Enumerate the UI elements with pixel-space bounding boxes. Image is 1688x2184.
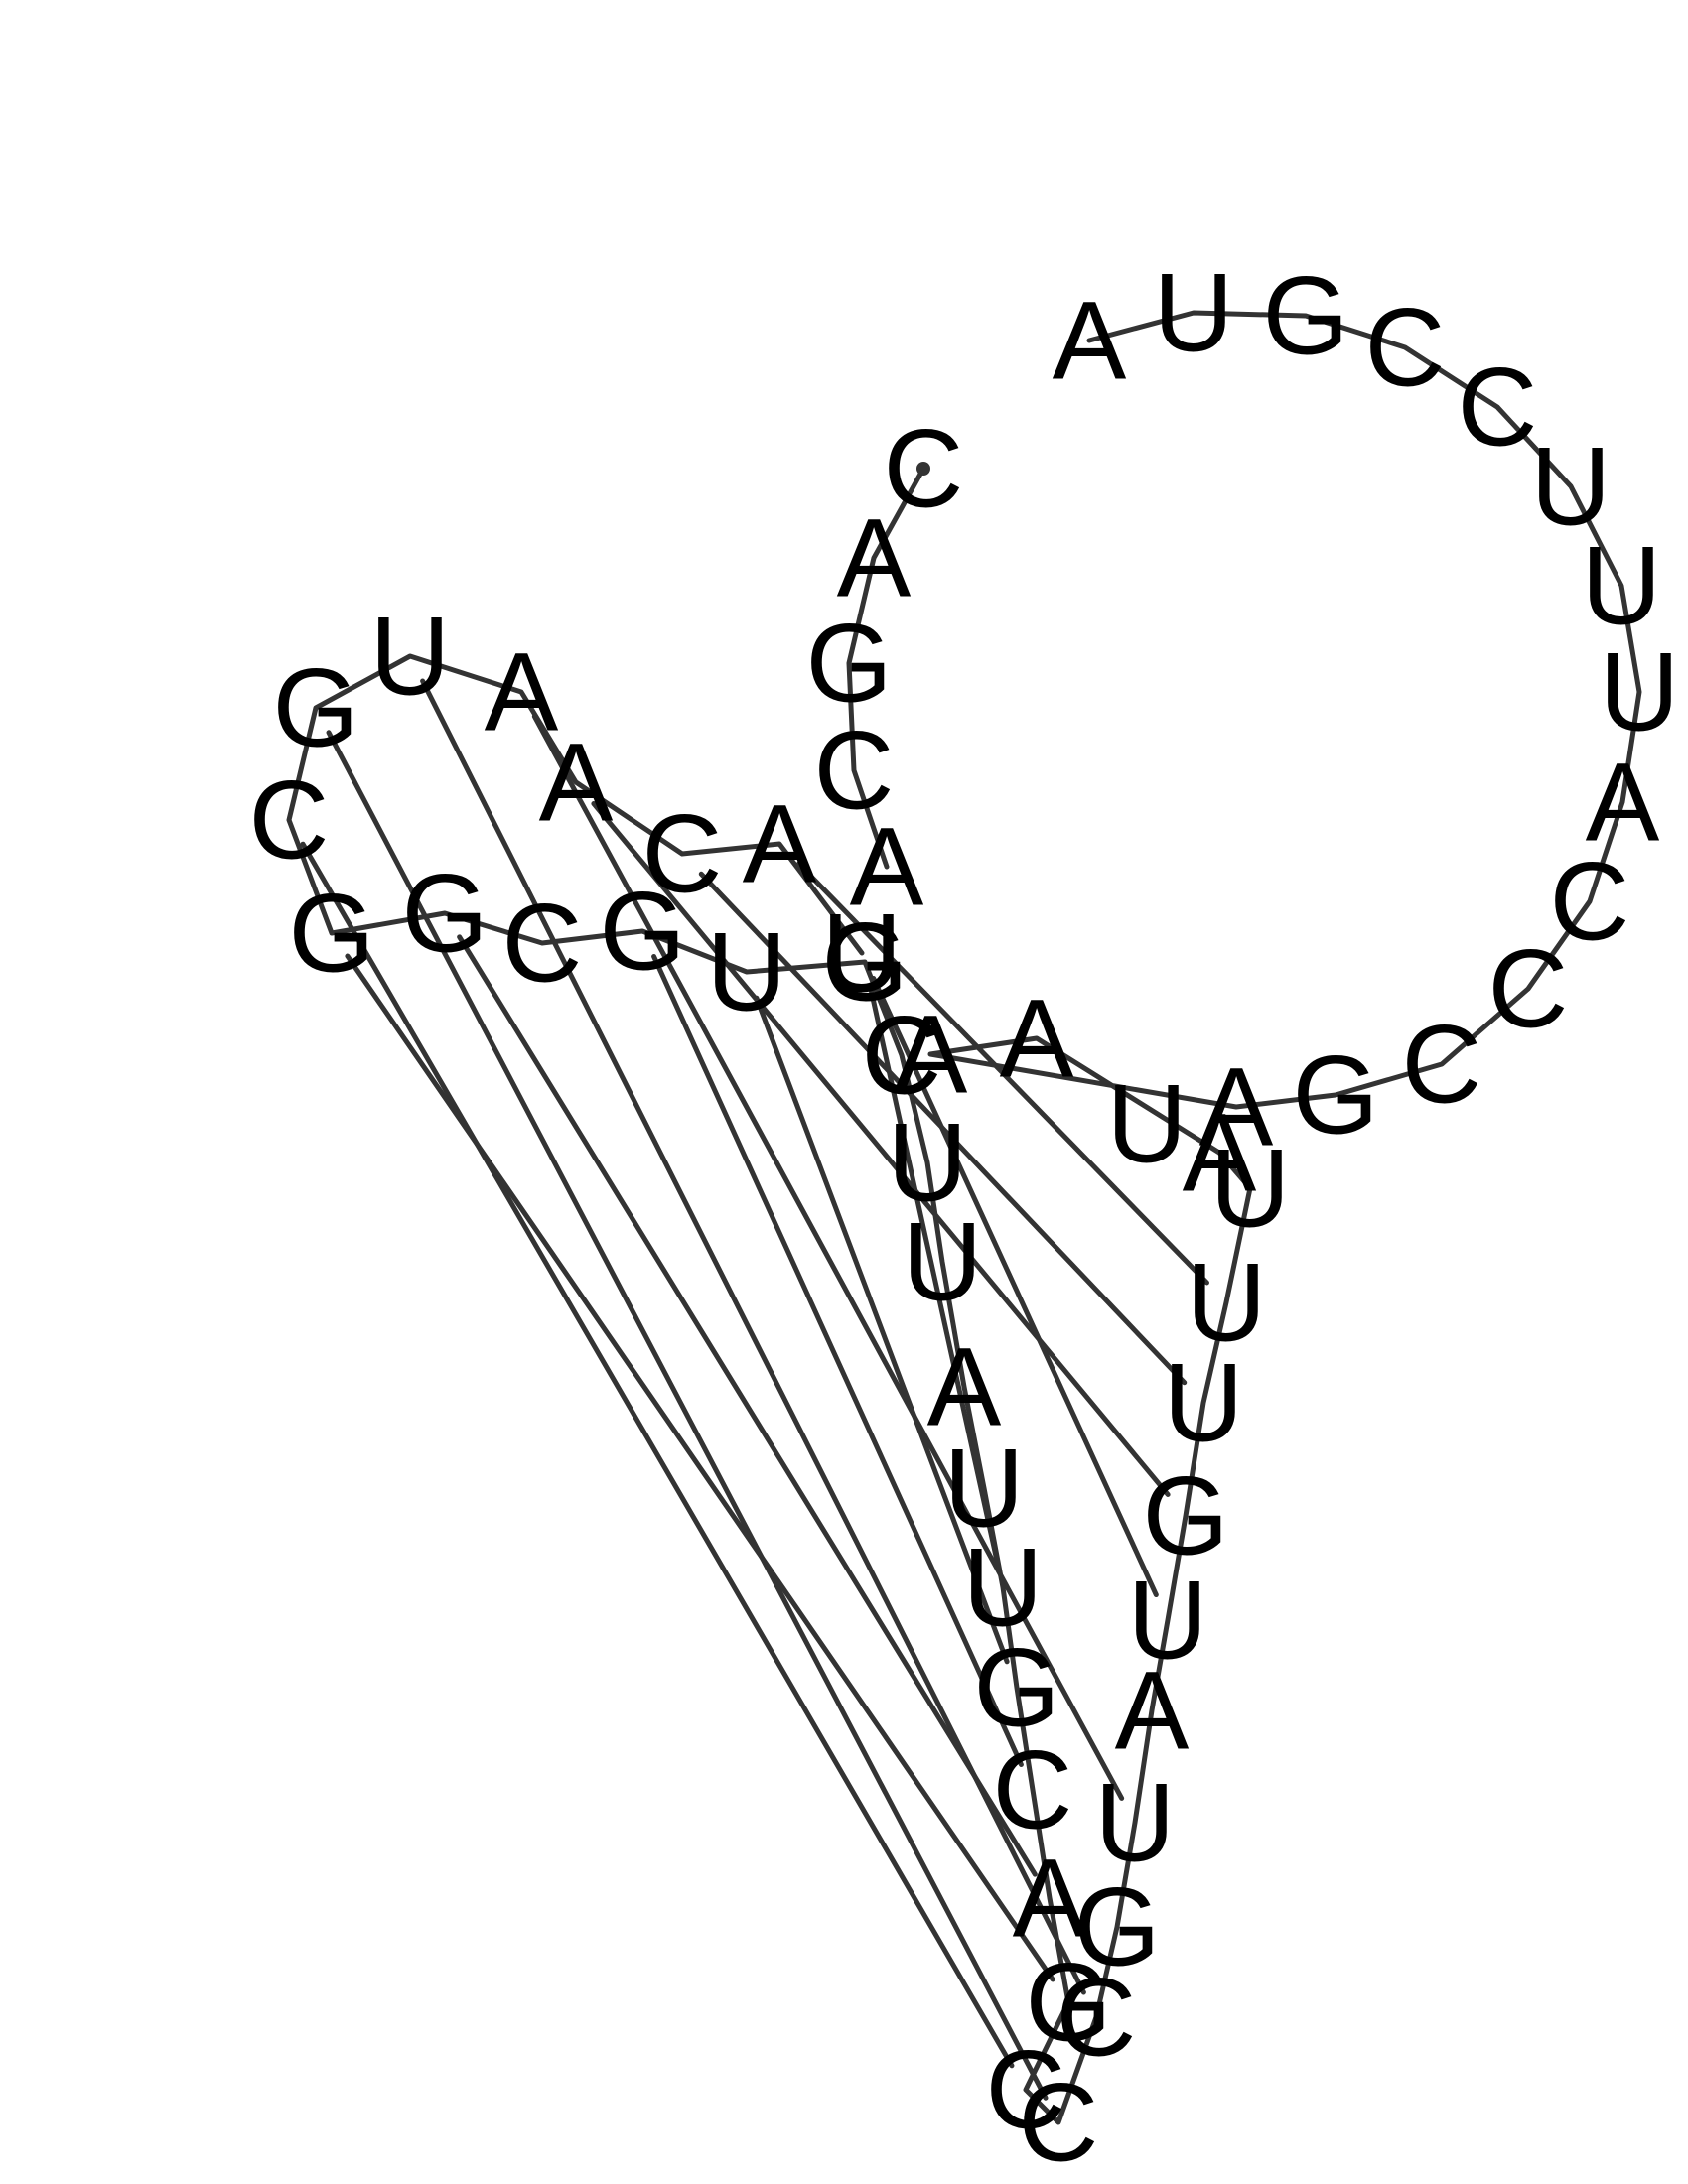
base-pair-line xyxy=(591,801,1171,1497)
nucleotide-18: U xyxy=(1128,1559,1208,1683)
nucleotide-46: U xyxy=(1154,251,1234,375)
nucleotide-13: A xyxy=(1183,1091,1257,1215)
nucleotide-58: A xyxy=(1199,1045,1274,1169)
nucleotide-10: A xyxy=(894,993,968,1117)
base-pair-line xyxy=(457,934,1038,1877)
nucleotide-39: G xyxy=(401,852,488,976)
nucleotide-30: U xyxy=(944,1427,1025,1551)
base-pair-line xyxy=(796,861,1209,1286)
nucleotide-17: G xyxy=(1142,1454,1228,1578)
nucleotide-48: C xyxy=(1365,286,1446,410)
nucleotide-32: U xyxy=(903,1200,983,1324)
nucleotide-28: G xyxy=(973,1626,1059,1750)
nucleotide-33: U xyxy=(888,1101,968,1225)
base-pair-line xyxy=(651,953,1024,1768)
nucleotide-22: C xyxy=(1056,1956,1137,2080)
nucleotide-54: C xyxy=(1550,840,1630,964)
nucleotide-25: G xyxy=(1025,1941,1111,2065)
nucleotide-16: U xyxy=(1164,1341,1244,1465)
nucleotide-7: C xyxy=(642,792,723,916)
nucleotide-21: G xyxy=(1073,1865,1160,1989)
nucleotide-55: C xyxy=(1488,927,1569,1051)
nucleotide-8: A xyxy=(743,782,817,906)
nucleotide-11: A xyxy=(1000,977,1074,1101)
nucleotide-49: C xyxy=(1458,345,1538,470)
nucleotide-1: C xyxy=(884,407,964,531)
nucleotide-2: A xyxy=(837,496,912,620)
base-pair-line xyxy=(326,730,1049,2101)
nucleotide-47: G xyxy=(1262,254,1348,378)
nucleotide-4: C xyxy=(814,709,895,833)
nucleotide-29: U xyxy=(963,1526,1044,1650)
base-pair-line xyxy=(868,986,1000,1564)
nucleotide-38: C xyxy=(502,882,583,1006)
nucleotide-35: G xyxy=(821,900,908,1024)
nucleotide-40: G xyxy=(288,872,374,996)
base-pair-line xyxy=(300,841,1015,2069)
nucleotide-51: U xyxy=(1582,524,1662,648)
nucleotide-19: A xyxy=(1115,1649,1190,1773)
base-pair-line xyxy=(871,975,1159,1598)
base-pair-line xyxy=(345,953,1055,1982)
nucleotide-3: G xyxy=(805,602,892,726)
nucleotide-34: C xyxy=(862,994,942,1118)
base-pair-line xyxy=(531,714,1125,1801)
nucleotide-45: A xyxy=(1053,279,1127,403)
nucleotide-53: A xyxy=(1586,741,1660,865)
nucleotide-50: U xyxy=(1531,425,1612,549)
nucleotide-5: A xyxy=(850,805,924,929)
nucleotide-52: U xyxy=(1600,630,1680,754)
nucleotide-9: U xyxy=(822,891,903,1016)
nucleotide-41: C xyxy=(249,758,330,883)
nucleotide-36: U xyxy=(707,910,787,1034)
five-prime-end-marker xyxy=(916,462,930,476)
nucleotide-15: U xyxy=(1187,1241,1267,1365)
nucleotide-26: A xyxy=(1013,1837,1087,1961)
nucleotide-24: C xyxy=(986,2028,1066,2152)
nucleotide-44: A xyxy=(485,630,559,754)
nucleotide-37: G xyxy=(599,870,685,994)
nucleotide-23: C xyxy=(1019,2061,1099,2184)
nucleotide-43: U xyxy=(370,595,451,719)
nucleotide-14: U xyxy=(1210,1127,1291,1251)
nucleotide-20: U xyxy=(1095,1761,1176,1885)
nucleotide-56: C xyxy=(1402,1003,1482,1127)
nucleotide-57: G xyxy=(1292,1033,1378,1158)
base-pair-layer xyxy=(300,678,1209,2101)
base-pair-line xyxy=(754,995,1010,1665)
nucleotide-12: U xyxy=(1107,1062,1188,1186)
nucleotide-27: C xyxy=(993,1728,1073,1852)
nucleotide-42: G xyxy=(272,646,358,770)
nucleotide-31: A xyxy=(927,1325,1002,1449)
backbone-line xyxy=(286,310,1642,2125)
nucleotide-6: A xyxy=(539,721,614,845)
